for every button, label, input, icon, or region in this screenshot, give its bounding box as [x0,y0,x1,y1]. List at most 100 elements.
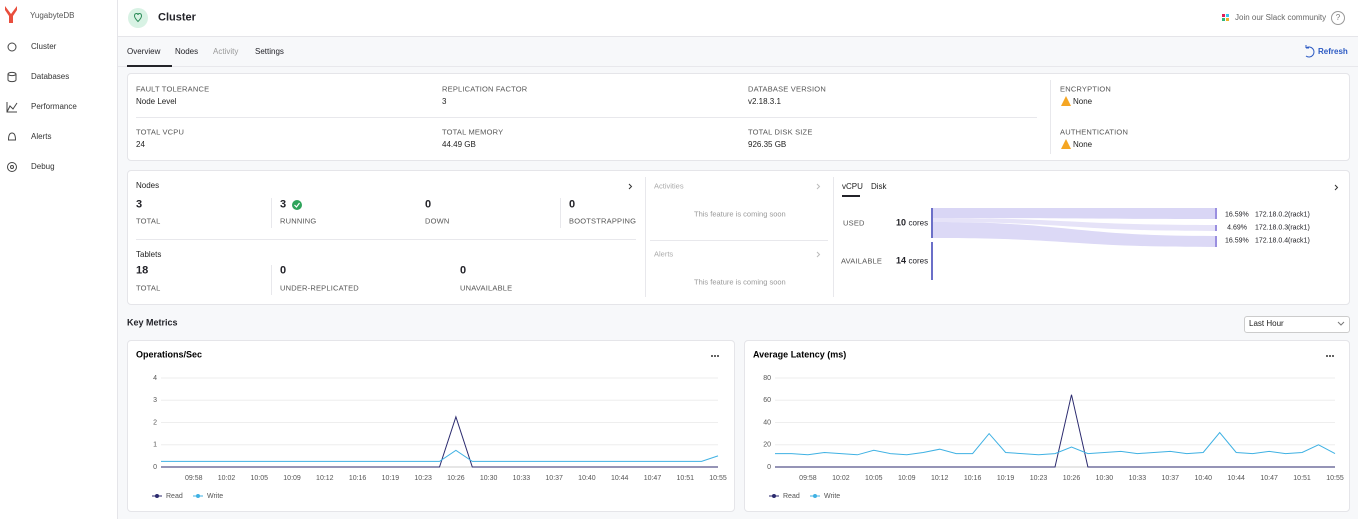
legend-dot [813,494,817,498]
x-tick-label: 10:33 [1129,475,1147,482]
slack-link[interactable]: Join our Slack community [1235,13,1327,22]
series-line [775,394,1335,468]
x-tick-label: 10:55 [1326,475,1344,482]
range-select[interactable] [1244,316,1350,333]
info-value: 24 [136,140,145,149]
x-tick-label: 10:51 [676,475,694,482]
stat-value: 0 [280,264,287,277]
divider [271,198,272,228]
x-tick-label: 09:58 [185,475,203,482]
unit: cores [908,256,929,266]
section-title: Nodes [136,181,160,190]
stat-value: 0 [460,264,467,277]
stat-value: 3 [136,198,143,211]
divider [560,198,561,228]
tab-underline [842,195,860,197]
header [118,0,1358,37]
x-tick-label: 10:23 [1030,475,1048,482]
x-tick-label: 10:02 [832,475,850,482]
unit: cores [908,218,929,228]
used-value: 10 cores [896,218,929,228]
section-title: Key Metrics [127,317,178,328]
section-title: Alerts [654,249,674,259]
info-value: None [1073,140,1093,149]
info-label: TOTAL VCPU [136,127,185,137]
y-tick-label: 80 [763,375,771,382]
section-title: Activities [654,181,684,191]
stat-value: 0 [425,198,432,211]
x-tick-label: 10:09 [898,475,916,482]
divider [833,177,834,297]
used-label: USED [843,218,865,228]
divider [271,265,272,295]
tab[interactable]: Settings [255,47,284,56]
x-tick-label: 10:12 [931,475,949,482]
card-menus [711,355,1334,357]
cluster-icon-heart [133,12,143,23]
x-tick-label: 10:55 [709,475,727,482]
y-tick-label: 0 [767,464,771,471]
chart-card [744,340,1350,512]
tab[interactable]: Activity [213,47,239,56]
chart-card [127,340,735,512]
nav-item[interactable]: Databases [31,72,70,81]
series-line [161,415,718,468]
legend-label: Read [783,493,800,500]
node-ip: 172.18.0.2 [1255,211,1289,219]
chart-title: Average Latency (ms) [753,349,846,359]
nav-item[interactable]: Alerts [31,132,52,141]
node-pct: 16.59% [1225,211,1249,219]
stat-label: TOTAL [136,216,161,226]
x-tick-label: 10:02 [218,475,236,482]
brand: YugabyteDB [30,11,75,20]
available-label: AVAILABLE [841,256,883,266]
legend-label: Write [824,493,840,500]
y-tick-label: 20 [763,442,771,449]
nav-item[interactable]: Performance [31,102,77,111]
info-label: ENCRYPTION [1060,84,1112,94]
x-tick-label: 10:12 [316,475,334,482]
nav-item[interactable]: Cluster [31,42,57,51]
y-tick-label: 4 [153,375,157,382]
value: 14 [896,255,907,266]
legend-label: Read [166,493,183,500]
y-tick-label: 1 [153,442,157,449]
slack-icon [1222,14,1229,21]
tabs-divider [118,66,1358,67]
info-value: 3 [442,97,447,106]
y-tick-label: 2 [153,419,157,426]
tab[interactable]: Overview [127,47,161,56]
nav-icons [6,42,18,172]
legend-label: Write [207,493,223,500]
x-tick-label: 10:30 [1096,475,1114,482]
tab[interactable]: vCPU [842,182,863,191]
help-button[interactable]: ? [1331,11,1345,25]
tab[interactable]: Disk [871,182,887,191]
chevrons [628,183,1345,326]
x-tick-label: 10:19 [382,475,400,482]
x-tick-label: 10:44 [611,475,629,482]
x-tick-label: 10:19 [997,475,1015,482]
running-check [292,200,302,210]
sankey [931,208,1217,280]
legend-dot [155,494,159,498]
range-value: Last Hour [1249,319,1284,328]
placeholder: This feature is coming soon [694,277,786,287]
warning-icons [1061,96,1071,149]
node-ip: 172.18.0.3 [1255,224,1289,232]
stat-value: 18 [136,264,149,277]
refresh-button[interactable]: Refresh [1318,47,1348,56]
info-value: Node Level [136,97,177,106]
stat-value: 0 [569,198,576,211]
x-tick-label: 10:26 [1063,475,1081,482]
stat-label: DOWN [425,216,450,226]
info-label: TOTAL DISK SIZE [748,127,813,137]
info-label: DATABASE VERSION [748,84,826,94]
x-tick-label: 09:58 [799,475,817,482]
x-tick-label: 10:44 [1227,475,1245,482]
nav-item[interactable]: Debug [31,162,55,171]
divider [645,177,646,297]
tab[interactable]: Nodes [175,47,199,56]
